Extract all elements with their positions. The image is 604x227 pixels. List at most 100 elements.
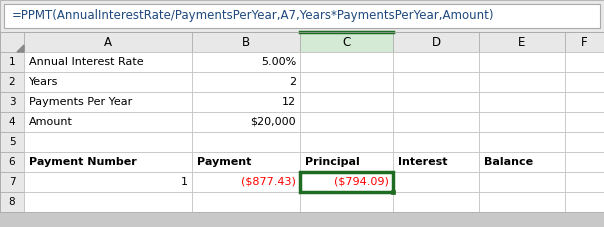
Bar <box>393 152 479 172</box>
Text: 3: 3 <box>8 97 15 107</box>
Bar <box>565 132 604 152</box>
Bar <box>479 52 565 72</box>
Text: =PPMT(AnnualInterestRate/PaymentsPerYear,A7,Years*PaymentsPerYear,Amount): =PPMT(AnnualInterestRate/PaymentsPerYear… <box>12 10 495 22</box>
Bar <box>479 112 565 132</box>
Bar <box>300 112 393 132</box>
Text: C: C <box>342 35 351 49</box>
Text: Balance: Balance <box>484 157 533 167</box>
Bar <box>393 92 479 112</box>
Bar <box>192 172 300 192</box>
Text: Years: Years <box>29 77 59 87</box>
Bar <box>393 52 479 72</box>
Text: 6: 6 <box>8 157 15 167</box>
Bar <box>479 172 565 192</box>
Text: A: A <box>104 35 112 49</box>
Bar <box>393 72 479 92</box>
Text: 4: 4 <box>8 117 15 127</box>
Bar <box>565 72 604 92</box>
Bar <box>300 192 393 212</box>
Text: 5.00%: 5.00% <box>261 57 296 67</box>
Bar <box>0 172 24 192</box>
Bar <box>565 32 604 52</box>
Bar <box>300 92 393 112</box>
Bar <box>192 32 300 52</box>
Text: Payments Per Year: Payments Per Year <box>29 97 132 107</box>
Text: 1: 1 <box>8 57 15 67</box>
Bar <box>479 32 565 52</box>
Bar <box>24 92 192 112</box>
Bar <box>479 152 565 172</box>
Text: B: B <box>242 35 250 49</box>
Text: 5: 5 <box>8 137 15 147</box>
Bar <box>192 152 300 172</box>
Text: Principal: Principal <box>305 157 360 167</box>
Text: ($877.43): ($877.43) <box>241 177 296 187</box>
Text: $20,000: $20,000 <box>251 117 296 127</box>
Bar <box>393 172 479 192</box>
Bar <box>0 132 24 152</box>
Bar <box>192 192 300 212</box>
Bar <box>24 132 192 152</box>
Bar <box>565 92 604 112</box>
Bar <box>300 52 393 72</box>
Bar <box>24 192 192 212</box>
Text: Annual Interest Rate: Annual Interest Rate <box>29 57 144 67</box>
Bar <box>192 112 300 132</box>
Bar <box>565 112 604 132</box>
Bar <box>0 92 24 112</box>
Bar <box>24 72 192 92</box>
Bar <box>479 132 565 152</box>
Bar <box>300 172 393 192</box>
Bar <box>479 72 565 92</box>
Text: D: D <box>431 35 440 49</box>
Text: 2: 2 <box>8 77 15 87</box>
Text: F: F <box>581 35 588 49</box>
Bar <box>565 152 604 172</box>
Text: 1: 1 <box>181 177 188 187</box>
Bar <box>24 172 192 192</box>
Bar <box>0 32 604 212</box>
Text: 12: 12 <box>282 97 296 107</box>
Polygon shape <box>17 45 24 52</box>
Bar <box>479 192 565 212</box>
Text: Payment: Payment <box>197 157 251 167</box>
Bar <box>24 52 192 72</box>
Text: Interest: Interest <box>398 157 448 167</box>
Bar <box>300 132 393 152</box>
Bar <box>4 4 600 28</box>
Bar <box>0 112 24 132</box>
Bar <box>0 192 24 212</box>
Bar <box>300 172 393 192</box>
Bar <box>192 52 300 72</box>
Text: 2: 2 <box>289 77 296 87</box>
Bar <box>24 152 192 172</box>
Bar <box>393 192 479 212</box>
Bar <box>565 192 604 212</box>
Bar <box>0 0 604 32</box>
Bar <box>300 152 393 172</box>
Bar <box>300 32 393 52</box>
Bar <box>0 152 24 172</box>
Bar <box>391 190 395 194</box>
Text: E: E <box>518 35 525 49</box>
Bar <box>192 92 300 112</box>
Bar <box>565 52 604 72</box>
Bar <box>192 72 300 92</box>
Bar <box>565 172 604 192</box>
Bar <box>24 112 192 132</box>
Bar <box>0 52 24 72</box>
Text: Payment Number: Payment Number <box>29 157 137 167</box>
Text: Amount: Amount <box>29 117 73 127</box>
Bar <box>393 112 479 132</box>
Bar <box>479 92 565 112</box>
Bar <box>300 72 393 92</box>
Bar <box>0 72 24 92</box>
Bar <box>393 32 479 52</box>
Text: 7: 7 <box>8 177 15 187</box>
Bar <box>192 132 300 152</box>
Bar <box>24 32 192 52</box>
Text: ($794.09): ($794.09) <box>334 177 389 187</box>
Bar <box>0 32 24 52</box>
Bar <box>393 132 479 152</box>
Text: 8: 8 <box>8 197 15 207</box>
